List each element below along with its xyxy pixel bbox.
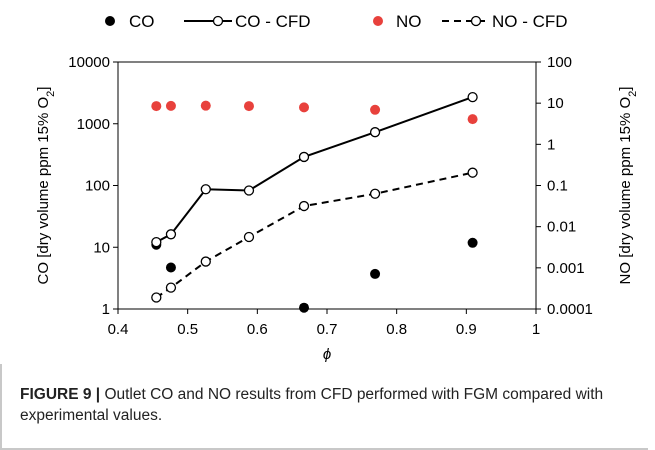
data-point-co-cfd [165,229,177,240]
caption-body: Outlet CO and NO results from CFD perfor… [20,386,604,424]
data-point-no-cfd [151,292,162,303]
series-line-co-cfd [155,96,473,244]
legend-label-no-cfd: NO - CFD [492,12,568,31]
y-left-tick-label: 100 [85,178,110,195]
y-right-tick-label: 0.01 [547,219,576,236]
x-tick-label: 0.6 [247,321,268,338]
data-point-co [299,302,310,313]
data-point-co [467,237,478,248]
figure-caption: FIGURE 9 | Outlet CO and NO results from… [20,384,620,426]
x-axis-label: ϕ [323,346,331,363]
axes: 0.4 0.5 0.6 0.7 0.8 0.9 1 1 10 100 1000 10000 0.0001… [35,54,639,363]
data-point-no-cfd [467,167,478,178]
legend-label-co: CO [129,12,155,31]
data-point-no [370,104,381,115]
data-point-co-cfd [369,127,381,138]
y-left-tick-label: 1000 [77,116,110,133]
data-point-no-cfd [200,256,211,267]
data-point-no [151,101,162,112]
legend-marker-co-cfd [212,15,224,27]
data-point-no [243,101,254,112]
data-point-no [299,102,310,113]
data-point-co-cfd [200,184,211,195]
legend-marker-co [105,16,115,26]
y-left-axis-label: CO [dry volume ppm 15% O2] [35,87,57,285]
data-point-co-cfd [151,236,162,248]
x-tick-label: 0.7 [317,321,338,338]
legend-marker-no-cfd [470,15,482,27]
x-tick-label: 0.4 [108,321,129,338]
data-point-co-cfd [298,151,310,163]
y-right-tick-label: 0.0001 [547,301,593,318]
y-right-tick-label: 0.1 [547,178,568,195]
legend-label-no: NO [396,12,422,31]
x-tick-label: 0.9 [456,321,477,338]
data-point-co [165,262,176,273]
x-tick-label: 0.5 [177,321,198,338]
data-point-no [467,114,478,125]
data-point-no-cfd [165,282,177,293]
data-point-co [370,268,381,279]
data-point-no-cfd [369,188,381,199]
y-left-tick-label: 10 [93,239,110,256]
caption-box [0,364,648,450]
data-point-no [200,100,211,111]
y-right-tick-label: 0.001 [547,260,585,277]
data-point-no-cfd [243,231,255,243]
y-right-tick-label: 100 [547,54,572,71]
caption-label: FIGURE 9 | [20,386,101,403]
y-right-tick-label: 1 [547,136,555,153]
x-tick-label: 0.8 [386,321,407,338]
y-left-tick-label: 10000 [68,54,110,71]
y-right-axis-label: NO [dry volume ppm 15% O2] [617,87,639,285]
y-right-tick-label: 10 [547,95,564,112]
data-point-no [165,100,176,111]
data-point-no-cfd [298,200,310,212]
legend-marker-no [373,16,383,26]
x-tick-label: 1 [532,321,540,338]
data-point-co-cfd [467,91,478,103]
chart: 0.4 0.5 0.6 0.7 0.8 0.9 1 1 10 100 1000 10000 0.0001… [35,12,639,363]
data-point-co-cfd [243,185,255,196]
legend-label-co-cfd: CO - CFD [235,12,311,31]
series-layer [151,91,478,313]
legend: CO CO - CFD NO NO - CFD [105,12,568,31]
y-left-tick-label: 1 [102,301,110,318]
